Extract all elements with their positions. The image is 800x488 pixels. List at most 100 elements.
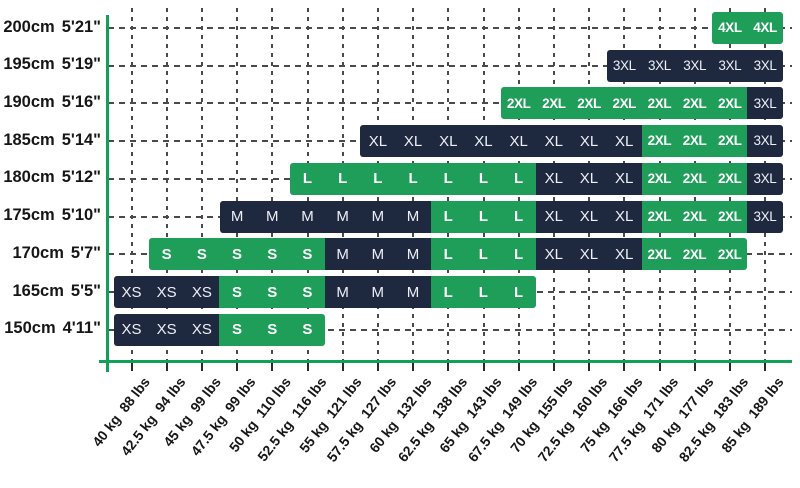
height-cm: 195cm — [3, 55, 55, 74]
size-cell: L — [289, 162, 326, 195]
height-cm: 190cm — [3, 92, 55, 111]
size-cell: 3XL — [712, 49, 748, 82]
size-cell: S — [219, 238, 255, 271]
size-cell: 4XL — [712, 12, 748, 44]
axis-tick — [236, 363, 239, 371]
axis-tick — [517, 363, 520, 371]
grid-hline — [108, 27, 792, 29]
height-ft: 5'10" — [61, 206, 101, 225]
size-cell: 3XL — [606, 49, 642, 82]
size-cell: L — [501, 162, 537, 195]
size-cell: XL — [571, 200, 607, 233]
size-cell: 2XL — [501, 87, 537, 120]
size-cell: 4XL — [747, 12, 783, 44]
size-cell: 3XL — [747, 87, 783, 120]
size-band: XS XS XS S S S M M M L L L — [113, 276, 537, 309]
size-band: L L L L L L L XL XL XL 2XL 2XL 2XL 3XL — [289, 162, 783, 195]
size-cell: S — [289, 313, 326, 346]
size-cell: L — [465, 162, 502, 195]
size-cell: 2XL — [641, 162, 677, 195]
size-cell: M — [254, 200, 290, 233]
size-cell: XS — [184, 313, 220, 346]
size-cell: 2XL — [712, 162, 748, 195]
grid-hline — [108, 328, 792, 331]
size-cell: L — [465, 276, 501, 309]
height-ft: 5'7" — [70, 243, 101, 262]
size-cell: XL — [606, 200, 642, 233]
size-cell: L — [465, 200, 501, 233]
size-band: XL XL XL XL XL XL XL XL 2XL 2XL 2XL 3XL — [360, 125, 783, 158]
axis-tick — [165, 363, 168, 371]
y-axis-label: 180cm 5'12" — [0, 168, 101, 187]
size-cell: S — [149, 238, 185, 271]
size-cell: L — [500, 238, 537, 271]
y-axis-label: 150cm 4'11" — [0, 319, 101, 338]
size-cell: L — [430, 162, 466, 195]
size-cell: 3XL — [747, 125, 783, 158]
size-cell: XL — [606, 238, 642, 271]
size-cell: 3XL — [641, 49, 678, 82]
size-cell: S — [254, 276, 290, 309]
size-cell: 2XL — [712, 238, 748, 271]
size-cell: 2XL — [676, 238, 713, 271]
size-cell: 2XL — [606, 87, 642, 120]
size-cell: 3XL — [747, 200, 783, 233]
grid-hline — [108, 64, 792, 67]
size-cell: XS — [149, 313, 185, 346]
size-cell: M — [325, 200, 361, 233]
axis-tick — [341, 363, 344, 371]
size-cell: XS — [149, 276, 185, 309]
size-cell: 2XL — [536, 87, 572, 120]
size-cell: 2XL — [676, 200, 713, 233]
size-cell: L — [465, 238, 501, 271]
size-cell: S — [254, 313, 290, 346]
axis-tick — [376, 363, 379, 371]
height-cm: 165cm — [12, 281, 64, 300]
size-band: M M M M M M L L L XL XL XL 2XL 2XL 2XL 3XL — [219, 200, 783, 233]
axis-tick — [130, 363, 133, 371]
size-band: S S S S S M M M L L L XL XL XL 2XL 2XL 2XL — [149, 238, 748, 271]
size-cell: 3XL — [747, 162, 783, 195]
size-cell: L — [395, 162, 431, 195]
size-cell: M — [395, 238, 431, 271]
height-ft: 5'21" — [61, 17, 101, 36]
size-cell: S — [184, 238, 220, 271]
grid-vline — [130, 8, 133, 360]
grid-hline — [108, 102, 792, 105]
height-ft: 5'14" — [61, 130, 101, 149]
size-cell: XL — [360, 125, 396, 158]
y-axis-label: 185cm 5'14" — [0, 131, 101, 150]
height-ft: 4'11" — [62, 319, 101, 338]
size-cell: L — [325, 162, 361, 195]
y-axis-label: 195cm 5'19" — [0, 55, 101, 74]
grid-vline — [271, 8, 274, 360]
axis-tick — [447, 363, 450, 371]
size-cell: S — [289, 238, 326, 271]
size-cell: 2XL — [641, 200, 677, 233]
size-cell: M — [360, 276, 396, 309]
size-cell: M — [395, 200, 431, 233]
size-cell: L — [430, 200, 466, 233]
height-ft: 5'12" — [61, 168, 101, 187]
size-cell: 3XL — [747, 49, 783, 82]
size-cell: S — [219, 276, 255, 309]
size-cell: 2XL — [712, 87, 748, 120]
size-cell: 2XL — [712, 200, 748, 233]
size-cell: L — [430, 276, 466, 309]
size-cell: M — [360, 238, 396, 271]
height-cm: 170cm — [12, 243, 64, 262]
axis-tick — [623, 363, 626, 371]
y-axis-label: 190cm 5'16" — [0, 93, 101, 112]
size-cell: XL — [536, 125, 572, 158]
axis-tick — [306, 363, 309, 371]
size-cell: XL — [465, 125, 502, 158]
size-cell: XL — [571, 125, 607, 158]
size-cell: 3XL — [677, 49, 713, 82]
y-axis-line — [106, 15, 109, 372]
size-cell: L — [430, 238, 466, 271]
axis-tick — [658, 363, 661, 371]
axis-tick — [693, 363, 696, 371]
height-ft: 5'16" — [61, 92, 101, 111]
axis-tick — [728, 363, 731, 371]
